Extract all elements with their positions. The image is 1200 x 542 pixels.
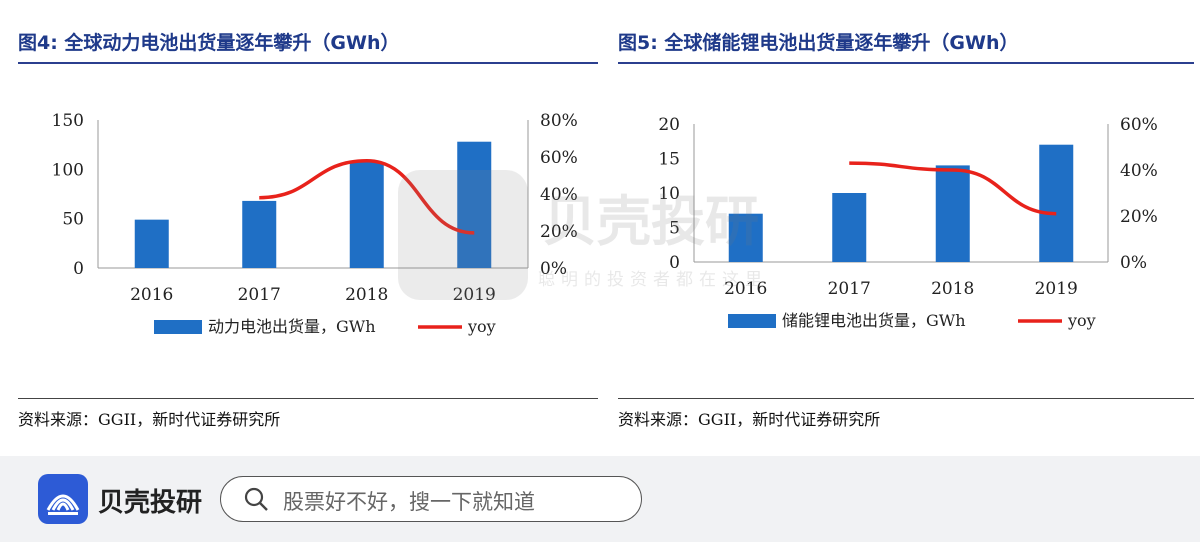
brand-name[interactable]: 贝壳投研 — [98, 488, 203, 518]
search-icon[interactable] — [243, 486, 269, 512]
figure-4-title: 图4: 全球动力电池出货量逐年攀升（GWh） — [18, 32, 400, 54]
brand-logo-icon[interactable] — [38, 474, 88, 524]
source-rule — [618, 398, 1194, 399]
y-left-tick-label: 150 — [52, 111, 84, 131]
bar — [134, 219, 169, 268]
legend-bar-swatch — [154, 320, 202, 334]
legend-line-label: yoy — [467, 317, 496, 336]
legend-bar-label: 动力电池出货量，GWh — [208, 317, 376, 336]
storage-battery-chart: 0 5 10 15 20 0% 20% 40% 60% 2016 2017 2018 2019 储能锂电池… — [658, 115, 1158, 330]
x-tick-label: 2019 — [453, 285, 496, 305]
y-right-tick-label: 0% — [540, 259, 567, 279]
search-input[interactable]: 股票好不好，搜一下就知道 — [283, 490, 535, 514]
search-box[interactable]: 股票好不好，搜一下就知道 — [220, 476, 642, 522]
x-tick-label: 2017 — [828, 279, 871, 299]
x-tick-label: 2018 — [931, 279, 974, 299]
y-left-tick-label: 10 — [658, 184, 680, 204]
y-left-tick-label: 0 — [669, 253, 680, 273]
title-rule — [18, 62, 598, 64]
title-rule — [618, 62, 1194, 64]
y-right-tick-label: 20% — [540, 222, 578, 242]
y-left-tick-label: 20 — [658, 115, 680, 135]
y-left-tick-label: 100 — [52, 160, 84, 180]
y-right-tick-label: 40% — [1120, 161, 1158, 181]
footer-bar: 贝壳投研 股票好不好，搜一下就知道 — [0, 456, 1200, 542]
x-tick-label: 2016 — [130, 285, 173, 305]
figure-5-source: 资料来源：GGII，新时代证券研究所 — [618, 410, 881, 429]
y-right-tick-label: 0% — [1120, 253, 1147, 273]
y-right-tick-label: 40% — [540, 185, 578, 205]
bar — [242, 200, 277, 268]
figure-4-source: 资料来源：GGII，新时代证券研究所 — [18, 410, 281, 429]
bar — [1039, 144, 1074, 262]
bar — [349, 162, 384, 268]
x-tick-label: 2016 — [724, 279, 767, 299]
figure-5-title: 图5: 全球储能锂电池出货量逐年攀升（GWh） — [618, 32, 1019, 54]
legend-line-label: yoy — [1067, 311, 1096, 330]
source-rule — [18, 398, 598, 399]
yoy-line — [849, 161, 1057, 216]
y-left-tick-label: 5 — [669, 219, 680, 239]
figure-4-panel: 图4: 全球动力电池出货量逐年攀升（GWh） 0 50 100 150 0% 20% 40%… — [18, 0, 598, 440]
y-left-tick-label: 50 — [62, 210, 84, 230]
x-tick-label: 2017 — [238, 285, 281, 305]
figure-5-panel: 图5: 全球储能锂电池出货量逐年攀升（GWh） 0 5 10 15 20 0% 20% 40%… — [618, 0, 1194, 440]
y-right-tick-label: 20% — [1120, 207, 1158, 227]
bar — [457, 141, 492, 268]
bar — [728, 213, 763, 262]
y-right-tick-label: 80% — [540, 111, 578, 131]
y-left-tick-label: 0 — [73, 259, 84, 279]
legend-bar-swatch — [728, 314, 776, 328]
y-right-tick-label: 60% — [1120, 115, 1158, 135]
bar — [832, 193, 867, 262]
legend-bar-label: 储能锂电池出货量，GWh — [782, 311, 966, 330]
y-right-tick-label: 60% — [540, 148, 578, 168]
power-battery-chart: 0 50 100 150 0% 20% 40% 60% 80% 2016 2017 2018 2019 动… — [52, 111, 578, 336]
y-left-tick-label: 15 — [658, 150, 680, 170]
bar — [935, 165, 970, 262]
yoy-line — [259, 158, 475, 235]
x-tick-label: 2019 — [1035, 279, 1078, 299]
x-tick-label: 2018 — [345, 285, 388, 305]
